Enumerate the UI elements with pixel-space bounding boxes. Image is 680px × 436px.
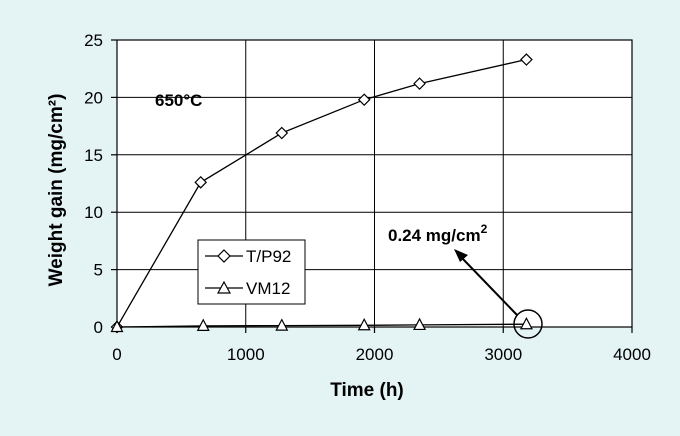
annotation-arrow	[454, 249, 518, 316]
data-point-vm12	[275, 318, 289, 331]
data-point-t-p92	[357, 93, 371, 107]
x-tick-label: 1000	[227, 345, 265, 364]
y-tick-label: 25	[84, 31, 103, 50]
highlight-circle	[513, 309, 543, 339]
x-axis-title: Time (h)	[330, 380, 404, 401]
y-tick-label: 10	[84, 203, 103, 222]
y-axis-title: Weight gain (mg/cm²)	[46, 94, 67, 287]
data-point-vm12	[413, 317, 427, 331]
axes	[111, 39, 633, 333]
data-point-vm12	[110, 319, 124, 333]
legend: T/P92 VM12	[197, 239, 306, 305]
x-tick-label: 2000	[356, 345, 394, 364]
y-tick-label: 15	[84, 146, 103, 165]
data-point-vm12	[196, 318, 210, 331]
value-annotation: 0.24 mg/cm2	[388, 222, 488, 245]
arrow-head	[454, 249, 468, 262]
x-tick-label: 4000	[613, 345, 651, 364]
y-tick-label: 20	[84, 88, 103, 107]
y-tick-label: 0	[94, 318, 103, 337]
x-tick-label: 0	[112, 345, 121, 364]
legend-marker-tp92	[217, 249, 231, 263]
series-line-vm12	[116, 323, 527, 328]
legend-label-vm12: VM12	[246, 279, 290, 298]
temperature-annotation: 650°C	[155, 91, 202, 110]
y-tick-label: 5	[94, 261, 103, 280]
data-point-t-p92	[194, 176, 208, 189]
legend-box	[197, 239, 306, 305]
data-point-vm12	[519, 316, 533, 330]
data-point-t-p92	[275, 126, 289, 140]
series-layer	[110, 53, 533, 334]
data-point-t-p92	[413, 77, 426, 90]
legend-marker-vm12	[216, 280, 232, 294]
x-tick-label: 3000	[484, 345, 522, 364]
data-point-vm12	[357, 317, 371, 331]
legend-label-tp92: T/P92	[246, 247, 291, 266]
data-point-t-p92	[520, 53, 533, 66]
series-line-t-p92	[116, 58, 527, 328]
tick-labels: 0 1000 2000 3000 4000 0 5 10 15 20 25	[84, 31, 651, 364]
